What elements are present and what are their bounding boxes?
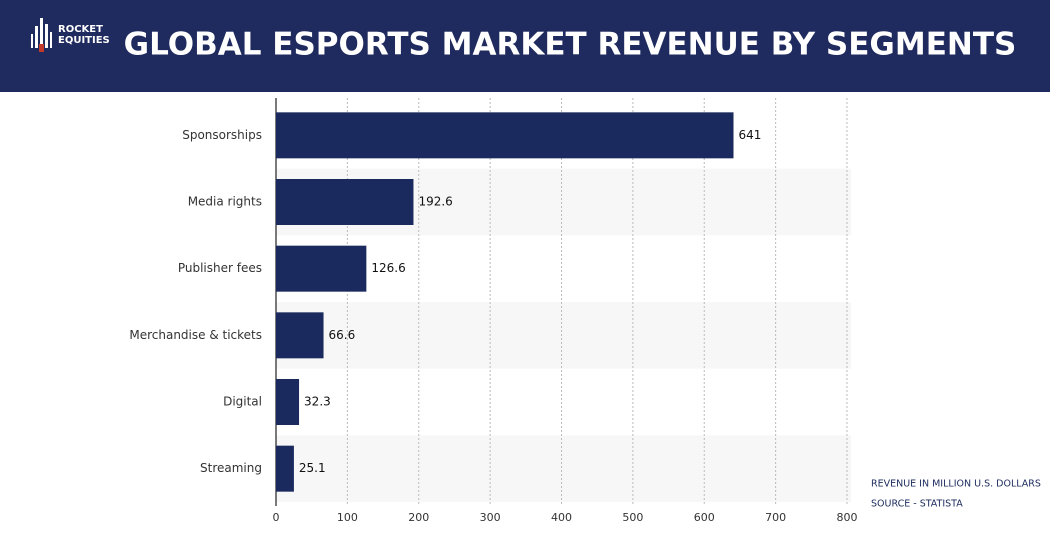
chart-title: GLOBAL ESPORTS MARKET REVENUE BY SEGMENT… bbox=[124, 27, 1017, 63]
bar bbox=[276, 445, 294, 492]
value-label: 25.1 bbox=[299, 461, 326, 475]
y-tick-label: Media rights bbox=[188, 195, 262, 209]
y-tick-label: Sponsorships bbox=[182, 128, 262, 142]
logo-icon bbox=[31, 18, 52, 52]
value-label: 641 bbox=[739, 128, 762, 142]
header-band bbox=[0, 0, 1050, 92]
bar bbox=[276, 312, 324, 359]
value-label: 32.3 bbox=[304, 395, 331, 409]
x-tick-label: 300 bbox=[480, 511, 501, 524]
x-tick-label: 600 bbox=[694, 511, 715, 524]
x-tick-label: 800 bbox=[837, 511, 858, 524]
value-label: 66.6 bbox=[329, 328, 356, 342]
bar bbox=[276, 112, 734, 159]
x-tick-label: 500 bbox=[622, 511, 643, 524]
y-tick-label: Publisher fees bbox=[178, 261, 262, 275]
x-tick-label: 200 bbox=[408, 511, 429, 524]
logo-text: ROCKET bbox=[58, 24, 103, 35]
row-band bbox=[276, 435, 851, 502]
y-tick-label: Streaming bbox=[200, 461, 262, 475]
y-tick-label: Merchandise & tickets bbox=[129, 328, 262, 342]
note: REVENUE IN MILLION U.S. DOLLARS bbox=[871, 479, 1041, 490]
x-tick-label: 700 bbox=[765, 511, 786, 524]
y-tick-label: Digital bbox=[223, 395, 262, 409]
x-tick-label: 400 bbox=[551, 511, 572, 524]
x-tick-label: 100 bbox=[337, 511, 358, 524]
row-band bbox=[276, 302, 851, 369]
x-tick-label: 0 bbox=[273, 511, 280, 524]
bar bbox=[276, 245, 367, 292]
value-label: 126.6 bbox=[371, 261, 405, 275]
value-label: 192.6 bbox=[418, 195, 452, 209]
note: SOURCE - STATISTA bbox=[871, 499, 963, 510]
bar bbox=[276, 179, 414, 225]
bar bbox=[276, 379, 300, 425]
logo-text: EQUITIES bbox=[58, 35, 110, 46]
